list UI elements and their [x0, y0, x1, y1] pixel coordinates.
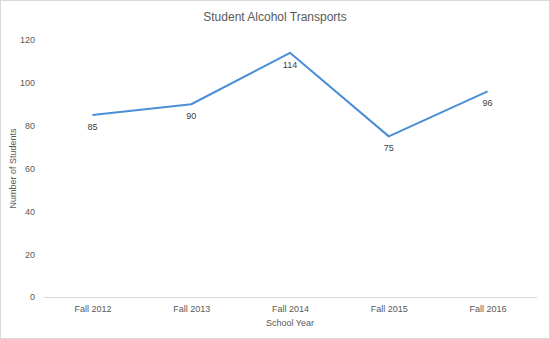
- chart: 020406080100120Fall 2012Fall 2013Fall 20…: [0, 0, 550, 339]
- x-tick: Fall 2016: [470, 297, 507, 314]
- data-label: 96: [483, 98, 493, 108]
- y-tick-label: 60: [25, 164, 35, 174]
- y-tick: 60: [25, 164, 43, 174]
- data-label: 90: [186, 111, 196, 121]
- y-tick: 100: [20, 78, 43, 88]
- y-axis: 0 20 40 60 80 100 120: [20, 35, 44, 302]
- chart-border: [1, 1, 550, 339]
- x-tick-label: Fall 2013: [173, 304, 210, 314]
- x-tick-label: Fall 2016: [470, 304, 507, 314]
- x-tick: Fall 2013: [173, 297, 210, 314]
- y-tick: 80: [25, 121, 43, 131]
- line: [92, 53, 487, 137]
- y-tick-label: 40: [25, 207, 35, 217]
- y-tick-label: 80: [25, 121, 35, 131]
- y-axis-line: [43, 41, 44, 298]
- title: Student Alcohol Transports: [203, 10, 346, 24]
- y-tick-label: 120: [20, 35, 35, 45]
- y-tick-label: 100: [20, 78, 35, 88]
- data-label: 75: [384, 143, 394, 153]
- x-tick-label: Fall 2014: [272, 304, 309, 314]
- x-axis-line: [44, 297, 538, 298]
- data-label: 114: [283, 60, 297, 70]
- x-axis: Fall 2012 Fall 2013 Fall 2014 Fall 2015 Fall…: [44, 297, 538, 314]
- y-tick-label: 20: [25, 250, 35, 260]
- y-tick: 120: [20, 35, 43, 45]
- data-labels: 85 90 114 75 96: [87, 60, 492, 154]
- plot-area: 020406080100120Fall 2012Fall 2013Fall 20…: [20, 35, 538, 314]
- y-tick: 20: [25, 250, 43, 260]
- x-tick: Fall 2014: [272, 297, 309, 314]
- data-label: 85: [87, 122, 97, 132]
- x-axis-title: School Year: [266, 318, 314, 328]
- y-tick-label: 0: [30, 292, 35, 302]
- x-tick-label: Fall 2012: [74, 304, 111, 314]
- y-tick: 40: [25, 207, 43, 217]
- y-axis-title: Number of Students: [8, 128, 18, 209]
- x-tick-label: Fall 2015: [371, 304, 408, 314]
- x-tick: Fall 2015: [371, 297, 408, 314]
- y-tick: 0: [30, 292, 43, 302]
- series: [92, 53, 487, 137]
- x-tick: Fall 2012: [74, 297, 111, 314]
